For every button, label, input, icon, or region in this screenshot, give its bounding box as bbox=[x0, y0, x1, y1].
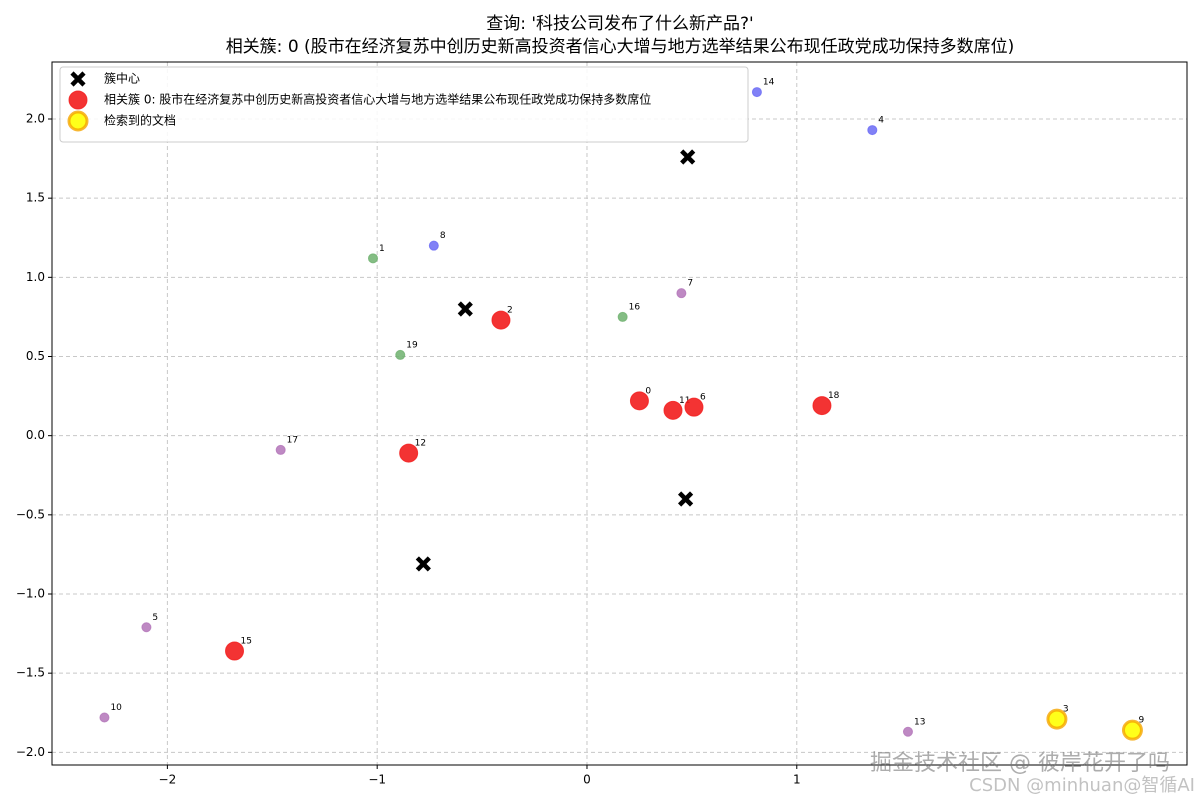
point-label: 6 bbox=[700, 393, 706, 403]
point-label: 0 bbox=[645, 386, 651, 396]
x-tick-label: −2 bbox=[159, 773, 177, 787]
point bbox=[99, 712, 110, 723]
watermark: CSDN @minhuan@智循AI bbox=[969, 775, 1195, 796]
legend-label: 簇中心 bbox=[104, 71, 140, 86]
point-label: 11 bbox=[679, 396, 690, 406]
point-label: 4 bbox=[878, 116, 884, 126]
point bbox=[902, 726, 913, 737]
cluster-center bbox=[415, 556, 431, 572]
point bbox=[395, 349, 406, 360]
point-label: 1 bbox=[379, 244, 385, 254]
y-tick-label: −0.5 bbox=[16, 507, 45, 521]
point bbox=[141, 622, 152, 633]
y-tick-label: −1.5 bbox=[16, 666, 45, 680]
plot-frame bbox=[51, 61, 1188, 766]
cluster-center bbox=[457, 301, 473, 317]
x-tick-label: 1 bbox=[793, 773, 801, 787]
legend-label: 相关簇 0: 股市在经济复苏中创历史新高投资者信心大增与地方选举结果公布现任政党… bbox=[104, 92, 651, 107]
point-label: 19 bbox=[406, 340, 418, 350]
point-label: 10 bbox=[110, 703, 122, 713]
point bbox=[1121, 719, 1143, 741]
legend-marker bbox=[70, 71, 86, 87]
x-tick-label: 0 bbox=[583, 773, 591, 787]
point-label: 2 bbox=[507, 306, 513, 316]
legend-marker bbox=[68, 90, 88, 110]
cluster-center bbox=[677, 491, 694, 507]
point bbox=[1046, 708, 1068, 730]
point bbox=[629, 391, 649, 411]
point bbox=[617, 311, 628, 322]
y-tick-label: −1.0 bbox=[16, 587, 45, 601]
point bbox=[663, 400, 683, 420]
legend-marker bbox=[67, 110, 89, 132]
point bbox=[428, 240, 439, 251]
cluster-center bbox=[680, 149, 696, 165]
point bbox=[684, 397, 704, 417]
x-tick-label: −1 bbox=[368, 773, 386, 787]
point bbox=[225, 641, 245, 661]
chart-title: 查询: '科技公司发布了什么新产品?' bbox=[486, 14, 754, 34]
point bbox=[676, 288, 687, 299]
y-tick-label: 0.0 bbox=[26, 428, 45, 442]
legend-label: 检索到的文档 bbox=[104, 113, 176, 128]
point-label: 5 bbox=[152, 613, 158, 623]
point-label: 8 bbox=[440, 231, 446, 241]
y-tick-label: 1.0 bbox=[26, 270, 45, 284]
point-label: 9 bbox=[1138, 716, 1144, 726]
point bbox=[867, 125, 878, 136]
y-tick-label: 1.5 bbox=[26, 191, 45, 205]
point bbox=[491, 310, 511, 330]
watermark: 掘金技术社区 @ 彼岸花开了吗 bbox=[870, 751, 1170, 776]
point-label: 13 bbox=[914, 717, 925, 727]
legend-box bbox=[59, 66, 749, 143]
point-label: 15 bbox=[241, 637, 252, 647]
point-label: 12 bbox=[415, 439, 426, 449]
point-label: 14 bbox=[763, 78, 775, 88]
point bbox=[399, 443, 419, 463]
point-label: 17 bbox=[287, 435, 298, 445]
point-label: 3 bbox=[1063, 705, 1069, 715]
point-label: 7 bbox=[687, 279, 693, 289]
y-tick-label: −2.0 bbox=[16, 745, 45, 759]
y-tick-label: 0.5 bbox=[26, 349, 45, 363]
point bbox=[367, 253, 378, 264]
point bbox=[812, 396, 832, 416]
point-label: 18 bbox=[828, 391, 840, 401]
chart-subtitle: 相关簇: 0 (股市在经济复苏中创历史新高投资者信心大增与地方选举结果公布现任政… bbox=[226, 37, 1015, 57]
point bbox=[751, 87, 762, 98]
y-tick-label: 2.0 bbox=[26, 112, 45, 126]
point-label: 16 bbox=[629, 302, 641, 312]
point bbox=[275, 444, 286, 455]
